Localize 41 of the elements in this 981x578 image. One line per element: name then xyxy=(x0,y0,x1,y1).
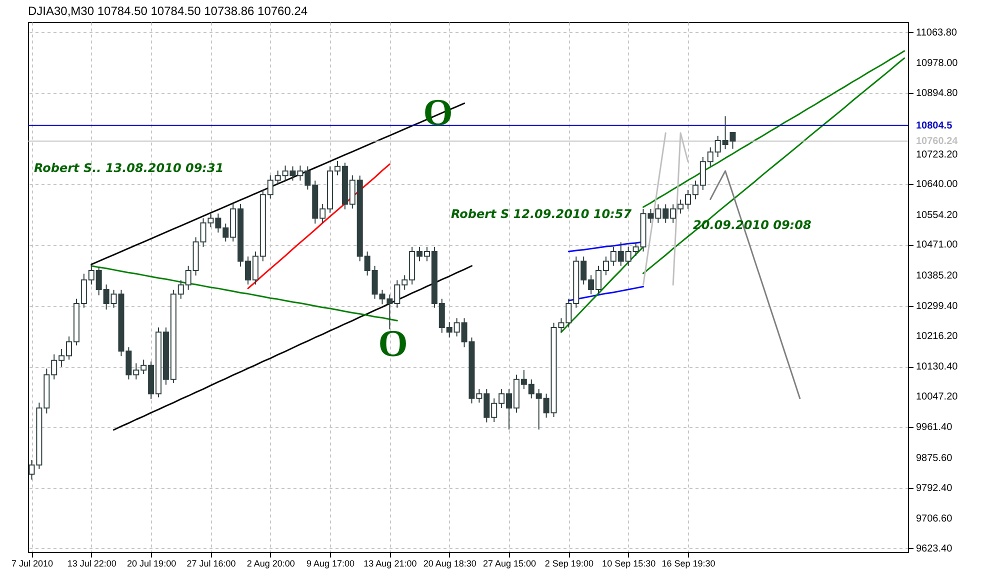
y-tick-label: 11063.80 xyxy=(916,27,958,38)
chart-title: DJIA30,M30 10784.50 10784.50 10738.86 10760.24 xyxy=(28,4,308,18)
x-tick-label: 9 Aug 17:00 xyxy=(306,558,355,568)
x-tick-label: 27 Jul 16:00 xyxy=(186,558,236,568)
annotation: Robert S 12.09.2010 10:57 xyxy=(451,207,632,221)
x-tick-label: 13 Jul 22:00 xyxy=(67,558,116,568)
ref-line-label: 10804.5 xyxy=(916,120,953,132)
x-tick-label: 16 Sep 19:30 xyxy=(662,558,716,568)
y-tick-label: 10216.20 xyxy=(916,330,958,342)
y-tick-label: 10978.00 xyxy=(916,58,958,70)
y-tick-label: 9706.60 xyxy=(916,513,953,524)
y-tick-label: 9875.60 xyxy=(916,452,953,464)
x-tick-label: 13 Aug 21:00 xyxy=(364,558,417,568)
line-series xyxy=(113,265,472,431)
x-tick-label: 10 Sep 15:30 xyxy=(602,558,656,568)
x-tick-label: 20 Jul 19:00 xyxy=(127,558,176,568)
annotation: O xyxy=(378,323,408,365)
line-series xyxy=(247,163,390,290)
line-series xyxy=(568,286,644,302)
line-series xyxy=(90,265,398,322)
y-tick-label: 9623.40 xyxy=(916,543,953,554)
x-tick-label: 2 Aug 20:00 xyxy=(246,558,295,568)
x-tick-label: 27 Aug 15:00 xyxy=(482,558,536,568)
y-tick-label: 10894.80 xyxy=(916,88,958,99)
x-tick-label: 2 Sep 19:00 xyxy=(544,558,594,568)
y-tick-label: 10130.40 xyxy=(916,362,958,373)
y-tick-label: 10723.20 xyxy=(916,149,958,160)
y-tick-label: 10299.40 xyxy=(916,301,958,312)
y-tick-label: 10640.00 xyxy=(916,179,958,190)
y-tick-label: 10047.20 xyxy=(916,392,958,403)
y-tick-label: 9792.40 xyxy=(916,482,953,494)
x-tick-label: 20 Aug 18:30 xyxy=(423,558,476,568)
annotation: Robert S.. 13.08.2010 09:31 xyxy=(34,161,224,175)
line-series xyxy=(642,57,906,274)
y-tick-label: 9961.40 xyxy=(916,422,953,434)
y-tick-label: 10385.20 xyxy=(916,270,958,282)
y-tick-label: 10554.20 xyxy=(916,210,958,221)
ref-line-label: 10760.24 xyxy=(916,136,958,148)
x-tick-label: 7 Jul 2010 xyxy=(11,558,53,568)
line-series xyxy=(642,50,906,208)
y-tick-label: 10471.00 xyxy=(916,240,958,251)
